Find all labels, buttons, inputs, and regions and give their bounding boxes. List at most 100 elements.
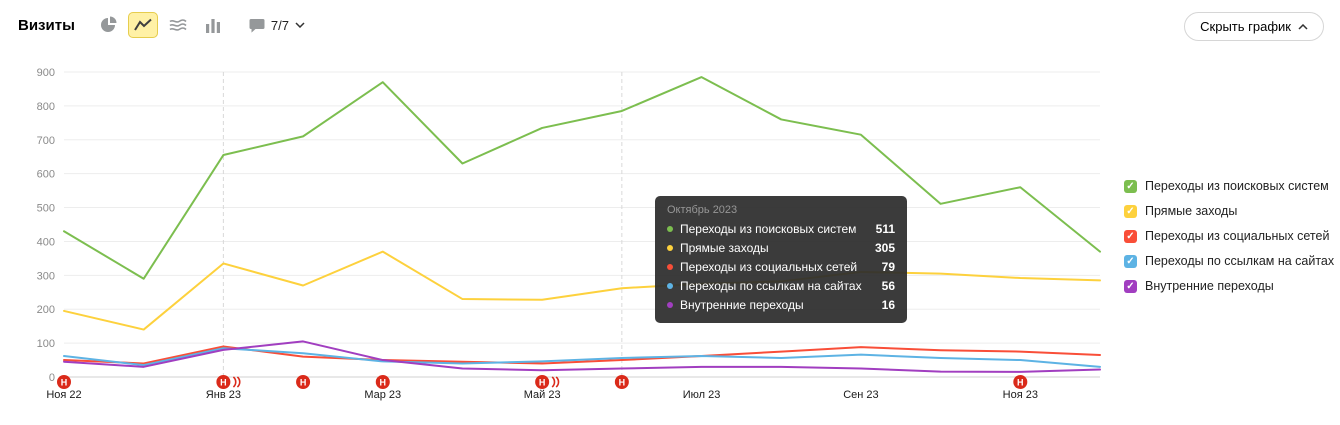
annotation-letter: Н — [61, 378, 68, 388]
annotation-stack-arc — [236, 376, 241, 388]
legend-label: Переходы по ссылкам на сайтах — [1145, 254, 1335, 268]
annotations-dropdown[interactable]: 7/7 — [249, 18, 305, 33]
hide-chart-button[interactable]: Скрыть график — [1184, 12, 1324, 41]
y-axis-tick-label: 500 — [37, 203, 55, 215]
legend-checkbox[interactable]: ✓ — [1124, 179, 1137, 193]
tooltip-series-value: 79 — [881, 260, 895, 274]
annotation-letter: Н — [539, 378, 546, 388]
y-axis-tick-label: 300 — [37, 270, 55, 282]
stacked-area-icon — [169, 19, 187, 31]
tooltip-series-label: Переходы по ссылкам на сайтах — [680, 279, 862, 293]
annotation-letter: Н — [619, 378, 626, 388]
pie-chart-type-button[interactable] — [93, 12, 123, 38]
line-chart-type-button[interactable] — [127, 12, 158, 38]
legend-item[interactable]: ✓ Переходы из поисковых систем — [1124, 179, 1334, 193]
line-chart-icon — [134, 18, 152, 31]
annotation-marker[interactable]: Н — [614, 375, 629, 389]
x-axis-tick-label: Июл 23 — [683, 389, 721, 401]
y-axis-tick-label: 700 — [37, 135, 55, 147]
comment-bubble-icon — [249, 18, 265, 33]
annotation-stack-arc — [555, 376, 560, 388]
x-axis-tick-label: Ноя 23 — [1003, 389, 1038, 401]
annotation-stack-arc — [551, 376, 556, 388]
x-axis-tick-label: Ноя 22 — [46, 389, 81, 401]
legend-label: Переходы из социальных сетей — [1145, 229, 1330, 243]
legend-checkbox[interactable]: ✓ — [1124, 279, 1137, 293]
annotation-letter: Н — [380, 378, 387, 388]
series-color-dot — [667, 245, 673, 251]
series-line-0[interactable] — [63, 76, 1101, 280]
chart-legend: ✓ Переходы из поисковых систем ✓ Прямые зах… — [1124, 179, 1334, 304]
chevron-down-icon — [295, 22, 305, 28]
tooltip-series-label: Прямые заходы — [680, 241, 769, 255]
area-chart-type-button[interactable] — [163, 12, 193, 38]
tooltip-row: Переходы из социальных сетей 79 — [667, 260, 895, 274]
hide-chart-label: Скрыть график — [1200, 19, 1291, 34]
annotation-letter: Н — [220, 378, 227, 388]
annotation-letter: Н — [1017, 378, 1024, 388]
legend-item[interactable]: ✓ Прямые заходы — [1124, 204, 1334, 218]
annotation-circle — [535, 375, 550, 389]
legend-checkbox[interactable]: ✓ — [1124, 229, 1137, 243]
annotation-marker[interactable]: Н — [296, 375, 311, 389]
tooltip-series-value: 305 — [874, 241, 895, 255]
chevron-up-icon — [1298, 23, 1308, 30]
annotation-marker[interactable]: Н — [375, 375, 390, 389]
legend-label: Переходы из поисковых систем — [1145, 179, 1329, 193]
tooltip-series-label: Внутренние переходы — [680, 298, 804, 312]
x-axis-tick-label: Янв 23 — [206, 389, 241, 401]
tooltip-series-value: 56 — [881, 279, 895, 293]
visits-line-chart[interactable]: 0 100 200 300 400 500 600 700 800 900 Ноя 22 Янв 23… — [0, 52, 1120, 412]
bar-chart-icon — [205, 19, 220, 33]
y-axis-tick-label: 100 — [37, 338, 55, 350]
series-color-dot — [667, 302, 673, 308]
series-color-dot — [667, 283, 673, 289]
y-axis-tick-label: 0 — [49, 372, 55, 384]
tooltip-row: Прямые заходы 305 — [667, 241, 895, 255]
annotation-circle — [1013, 375, 1028, 389]
x-axis-tick-label: Май 23 — [524, 389, 561, 401]
legend-checkbox[interactable]: ✓ — [1124, 204, 1137, 218]
tooltip-rows: Переходы из поисковых систем 511 Прямые за… — [667, 222, 895, 312]
annotation-marker[interactable]: Н — [1013, 375, 1028, 389]
annotation-circle — [614, 375, 629, 389]
tooltip-series-value: 16 — [881, 298, 895, 312]
tooltip-row: Переходы по ссылкам на сайтах 56 — [667, 279, 895, 293]
legend-label: Прямые заходы — [1145, 204, 1238, 218]
x-axis-tick-label: Мар 23 — [364, 389, 401, 401]
tooltip-series-label: Переходы из поисковых систем — [680, 222, 857, 236]
annotation-circle — [216, 375, 231, 389]
annotation-marker[interactable]: Н — [216, 375, 241, 389]
annotation-circle — [375, 375, 390, 389]
pie-chart-icon — [100, 16, 117, 32]
annotation-stack-arc — [232, 376, 237, 388]
y-axis-tick-label: 400 — [37, 236, 55, 248]
series-line-4[interactable] — [63, 340, 1101, 373]
y-axis-tick-label: 200 — [37, 304, 55, 316]
series-color-dot — [667, 226, 673, 232]
bar-chart-type-button[interactable] — [198, 12, 228, 38]
series-color-dot — [667, 264, 673, 270]
series-line-1[interactable] — [63, 250, 1101, 331]
annotation-circle — [296, 375, 311, 389]
legend-label: Внутренние переходы — [1145, 279, 1274, 293]
annotation-letter: Н — [300, 378, 307, 388]
legend-checkbox[interactable]: ✓ — [1124, 254, 1137, 268]
x-axis-tick-label: Сен 23 — [843, 389, 878, 401]
tooltip-row: Внутренние переходы 16 — [667, 298, 895, 312]
legend-item[interactable]: ✓ Внутренние переходы — [1124, 279, 1334, 293]
annotation-circle — [57, 375, 71, 389]
annotation-marker[interactable]: Н — [535, 375, 560, 389]
legend-item[interactable]: ✓ Переходы по ссылкам на сайтах — [1124, 254, 1334, 268]
chart-tooltip: Октябрь 2023 Переходы из поисковых систе… — [655, 196, 907, 323]
legend-item[interactable]: ✓ Переходы из социальных сетей — [1124, 229, 1334, 243]
y-axis-tick-label: 600 — [37, 169, 55, 181]
tooltip-series-label: Переходы из социальных сетей — [680, 260, 858, 274]
y-axis-tick-label: 800 — [37, 101, 55, 113]
y-axis-tick-label: 900 — [37, 67, 55, 79]
tooltip-series-value: 511 — [875, 222, 895, 236]
tooltip-title: Октябрь 2023 — [667, 204, 738, 216]
page-title: Визиты — [18, 16, 75, 34]
tooltip-row: Переходы из поисковых систем 511 — [667, 222, 895, 236]
annotation-marker[interactable]: Н — [57, 375, 71, 389]
